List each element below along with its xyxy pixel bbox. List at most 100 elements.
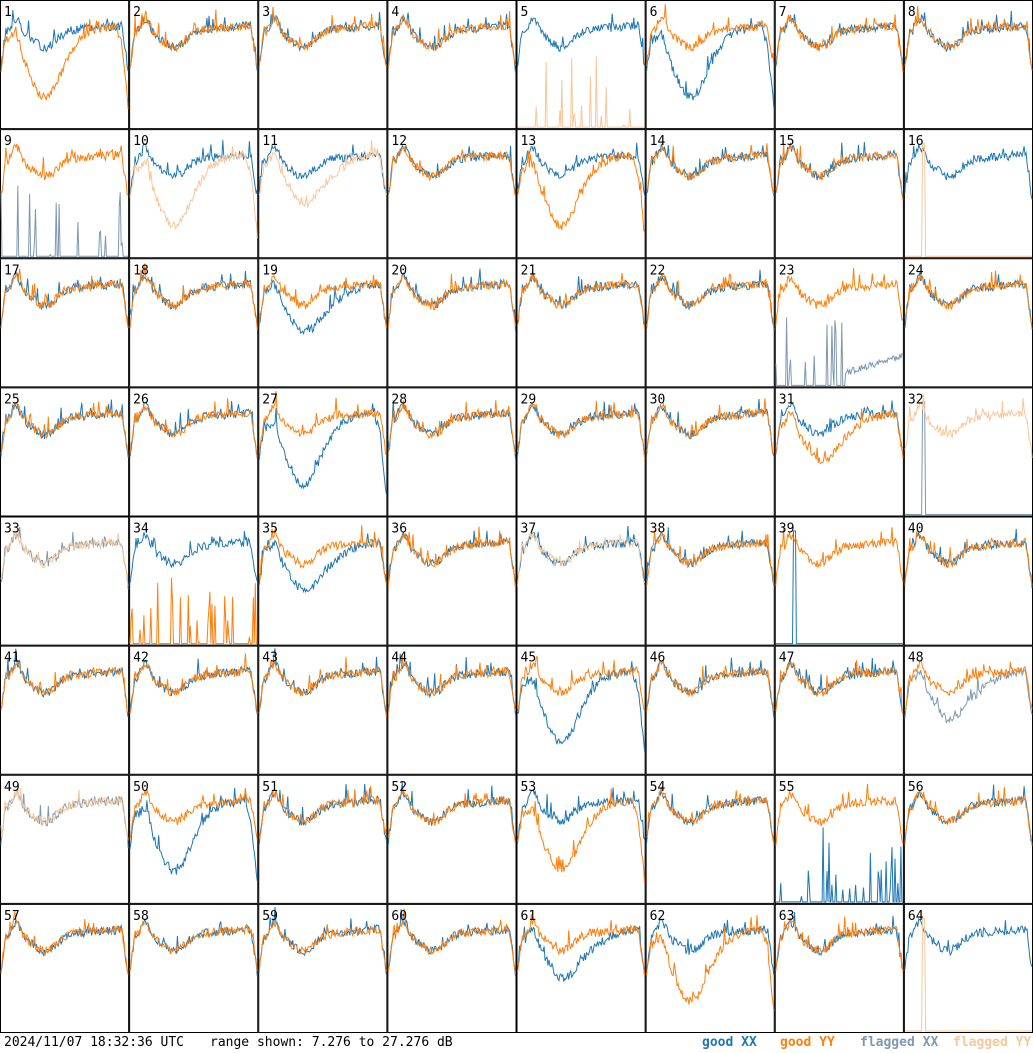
panel-label-34: 34 bbox=[133, 522, 149, 537]
panel-57-yy-line bbox=[0, 911, 129, 975]
panel-label-18: 18 bbox=[133, 263, 149, 278]
panel-56-xx-line bbox=[904, 784, 1033, 843]
panel-41: 41 bbox=[0, 645, 130, 775]
panel-57: 57 bbox=[0, 903, 130, 1033]
panel-10-yy-line bbox=[129, 145, 258, 239]
panel-4-yy-line bbox=[387, 10, 516, 68]
panel-29-xx-line bbox=[517, 401, 646, 459]
panel-frame-55 bbox=[774, 774, 904, 904]
panel-61: 61 bbox=[516, 903, 646, 1033]
panel-36: 36 bbox=[387, 516, 517, 646]
panel-frame-12 bbox=[387, 129, 517, 259]
panel-label-16: 16 bbox=[908, 134, 924, 149]
panel-label-10: 10 bbox=[133, 134, 149, 149]
panel-34: 34 bbox=[129, 516, 259, 646]
panel-55-xx-line bbox=[775, 827, 903, 903]
panel-29: 29 bbox=[516, 387, 646, 517]
legend-good-yy: good YY bbox=[780, 1035, 835, 1050]
panel-frame-6 bbox=[645, 0, 775, 130]
panel-44-yy-line bbox=[387, 653, 516, 713]
panel-frame-36 bbox=[387, 516, 517, 646]
panel-7: 7 bbox=[774, 0, 904, 130]
panel-label-4: 4 bbox=[391, 5, 399, 20]
panel-28: 28 bbox=[387, 387, 517, 517]
panel-34-yy-line bbox=[129, 577, 258, 645]
panel-55-yy-line bbox=[775, 783, 904, 846]
panel-frame-10 bbox=[129, 129, 259, 259]
panel-frame-26 bbox=[129, 387, 259, 517]
panel-55: 55 bbox=[774, 774, 904, 904]
panel-frame-13 bbox=[516, 129, 646, 259]
panel-38: 38 bbox=[645, 516, 775, 646]
panel-32-yy-line bbox=[904, 393, 1033, 459]
panel-frame-61 bbox=[516, 903, 646, 1033]
legend-flagged-xx: flagged XX bbox=[860, 1035, 939, 1050]
legend-flagged-yy: flagged YY bbox=[953, 1035, 1032, 1050]
panel-label-24: 24 bbox=[908, 263, 924, 278]
panel-label-5: 5 bbox=[521, 5, 529, 20]
panel-label-31: 31 bbox=[779, 392, 795, 407]
panel-frame-22 bbox=[645, 258, 775, 388]
panel-23-xx-line bbox=[775, 317, 904, 386]
panel-40: 40 bbox=[903, 516, 1033, 646]
panel-35: 35 bbox=[258, 516, 388, 646]
panel-9-yy-line bbox=[0, 143, 129, 196]
panel-62: 62 bbox=[645, 903, 775, 1033]
panel-label-26: 26 bbox=[133, 392, 149, 407]
panel-label-1: 1 bbox=[4, 5, 12, 20]
panel-frame-2 bbox=[129, 0, 259, 130]
panel-31: 31 bbox=[774, 387, 904, 517]
panel-frame-64 bbox=[903, 903, 1033, 1033]
panel-label-23: 23 bbox=[779, 263, 795, 278]
panel-label-37: 37 bbox=[521, 522, 537, 537]
panel-25: 25 bbox=[0, 387, 130, 517]
panel-2-xx-line bbox=[129, 15, 258, 71]
panel-47-xx-line bbox=[775, 657, 904, 711]
panel-1: 1 bbox=[0, 0, 130, 130]
panel-label-60: 60 bbox=[391, 909, 407, 924]
panel-frame-39 bbox=[774, 516, 904, 646]
timestamp: 2024/11/07 18:32:36 UTC bbox=[4, 1035, 185, 1050]
panel-label-39: 39 bbox=[779, 522, 795, 537]
panel-label-35: 35 bbox=[262, 522, 278, 537]
panel-43-yy-line bbox=[258, 656, 387, 717]
panel-44: 44 bbox=[387, 645, 517, 775]
panel-5-xx-line bbox=[517, 13, 646, 68]
panel-54-yy-line bbox=[646, 785, 775, 844]
panel-64-yy-line bbox=[904, 917, 1032, 1032]
panel-frame-33 bbox=[0, 516, 130, 646]
panel-42: 42 bbox=[129, 645, 259, 775]
panel-frame-47 bbox=[774, 645, 904, 775]
panel-label-19: 19 bbox=[262, 263, 278, 278]
panel-4-xx-line bbox=[387, 12, 516, 73]
panel-frame-52 bbox=[387, 774, 517, 904]
panel-label-58: 58 bbox=[133, 909, 149, 924]
panel-5: 5 bbox=[516, 0, 646, 130]
panel-label-64: 64 bbox=[908, 909, 924, 924]
panel-37-yy-line bbox=[517, 531, 646, 587]
panel-label-13: 13 bbox=[521, 134, 537, 149]
panel-46-yy-line bbox=[646, 659, 775, 712]
panel-54-xx-line bbox=[646, 790, 775, 844]
panel-label-6: 6 bbox=[650, 5, 658, 20]
panel-24: 24 bbox=[903, 258, 1033, 388]
panel-frame-44 bbox=[387, 645, 517, 775]
panel-frame-9 bbox=[0, 129, 130, 259]
panel-23: 23 bbox=[774, 258, 904, 388]
panel-29-yy-line bbox=[517, 400, 646, 459]
legend-good-xx: good XX bbox=[702, 1035, 757, 1050]
panel-frame-60 bbox=[387, 903, 517, 1033]
panel-30: 30 bbox=[645, 387, 775, 517]
panel-19-yy-line bbox=[258, 274, 387, 328]
panel-25-yy-line bbox=[0, 400, 129, 458]
panel-19: 19 bbox=[258, 258, 388, 388]
panel-label-12: 12 bbox=[391, 134, 407, 149]
panel-24-yy-line bbox=[904, 270, 1033, 330]
panel-label-62: 62 bbox=[650, 909, 666, 924]
panel-frame-40 bbox=[903, 516, 1033, 646]
panel-33-yy-line bbox=[0, 530, 129, 587]
panel-label-48: 48 bbox=[908, 651, 924, 666]
panel-47-yy-line bbox=[775, 660, 904, 715]
panel-21-yy-line bbox=[517, 272, 646, 330]
